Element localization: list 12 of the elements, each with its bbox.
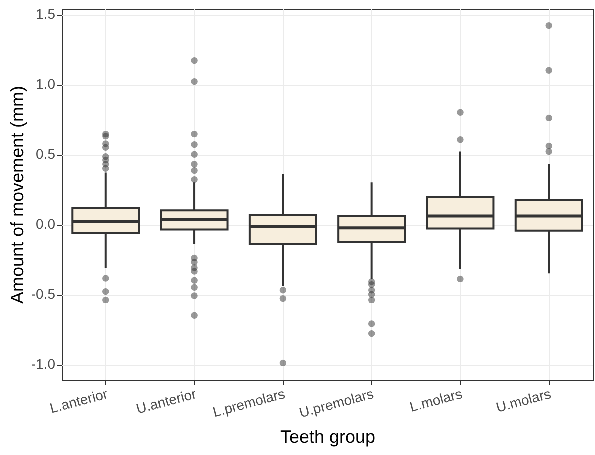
y-tick-label: 1.0 (36, 76, 56, 92)
y-tick-label: 0.0 (36, 216, 56, 232)
x-tick-label: U.anterior (134, 385, 198, 417)
y-tick-label: -0.5 (31, 286, 56, 302)
x-tick-label: L.anterior (48, 385, 110, 416)
y-axis-title: Amount of movement (mm) (7, 86, 28, 304)
x-tick-label: L.molars (408, 386, 464, 415)
x-axis-title: Teeth group (280, 426, 376, 447)
y-tick-label: -1.0 (31, 356, 56, 372)
y-tick-label: 0.5 (36, 146, 56, 162)
x-tick-label: U.molars (494, 386, 553, 416)
y-tick-label: 1.5 (36, 6, 56, 22)
